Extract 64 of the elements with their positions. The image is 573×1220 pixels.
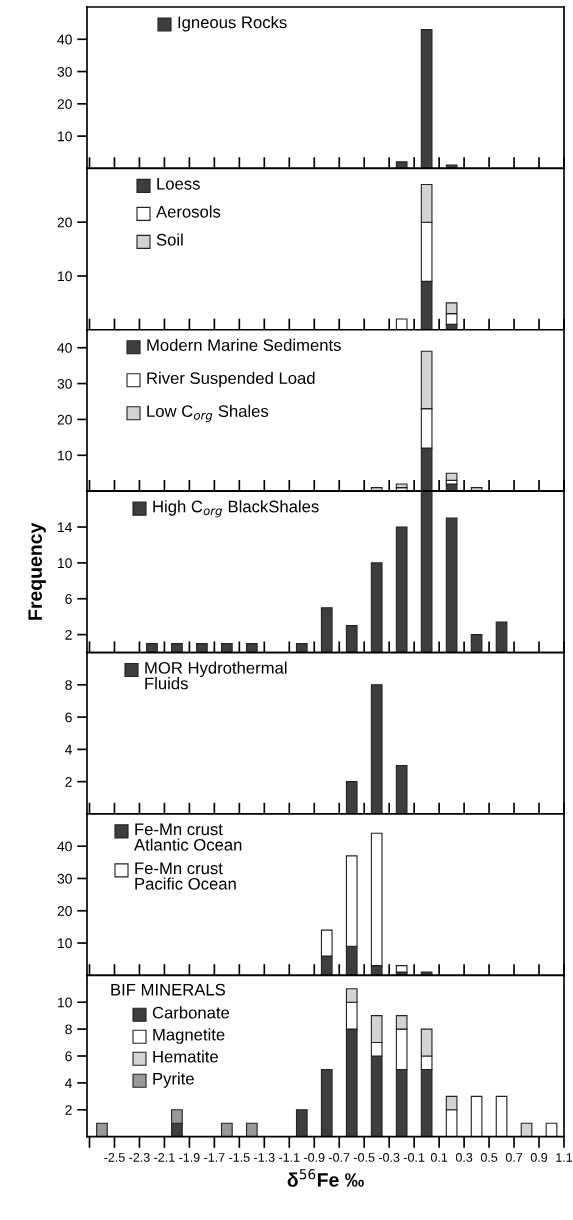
- x-tick-label: -1.9: [179, 1153, 200, 1162]
- y-tick-label: 8: [65, 1024, 72, 1035]
- y-tick-label: 6: [65, 1051, 72, 1062]
- x-tick-label: -2.5: [104, 1153, 125, 1162]
- y-tick-label: 10: [58, 558, 72, 569]
- legend-label: Soil: [156, 233, 183, 246]
- y-tick-label: 6: [65, 594, 72, 604]
- y-tick-label: 20: [57, 217, 72, 228]
- x-tick-label: 0.7: [505, 1153, 523, 1162]
- x-tick-label: -0.7: [329, 1153, 350, 1162]
- legend-label: High C$_{org}$ BlackShales: [153, 500, 319, 518]
- y-tick-label: 8: [65, 680, 72, 690]
- x-tick-label: -0.1: [403, 1153, 425, 1162]
- y-tick-label: 20: [57, 414, 72, 425]
- x-tick-label: -0.5: [354, 1153, 375, 1162]
- legend-label: Igneous Rocks: [178, 16, 287, 32]
- y-tick-label: 10: [58, 131, 72, 142]
- legend-label: Aerosols: [156, 205, 221, 218]
- y-tick-label: 4: [65, 744, 73, 755]
- y-tick-label: 14: [58, 522, 73, 533]
- x-axis-title: δ$^{56}$Fe ‰: [287, 1169, 364, 1187]
- x-tick-label: 0.9: [530, 1153, 548, 1162]
- x-tick-label: 0.1: [430, 1153, 448, 1162]
- legend-label: Hematite: [153, 1050, 218, 1063]
- legend-label: Fe-Mn crust Atlantic Ocean: [134, 823, 242, 851]
- x-tick-label: -1.7: [204, 1153, 225, 1162]
- legend-label: Low C$_{org}$ Shales: [147, 404, 269, 423]
- x-tick-label: 1.1: [556, 1153, 573, 1162]
- y-tick-label: 10: [58, 271, 72, 282]
- y-tick-label: 2: [65, 776, 72, 787]
- y-tick-label: 10: [58, 997, 72, 1008]
- x-tick-label: -1.3: [254, 1153, 275, 1162]
- x-tick-label: -0.9: [304, 1153, 325, 1162]
- x-tick-label: -2.1: [154, 1153, 175, 1162]
- y-tick-label: 4: [65, 1078, 73, 1088]
- legend-label: MOR Hydrothermal Fluids: [145, 661, 287, 690]
- x-tick-label: 0.5: [480, 1153, 498, 1162]
- y-axis-title: Frequency: [28, 522, 46, 620]
- y-tick-label: 40: [57, 34, 72, 45]
- y-tick-label: 2: [65, 1105, 72, 1115]
- y-tick-label: 6: [65, 712, 72, 723]
- y-tick-label: 30: [57, 66, 72, 77]
- y-tick-label: 30: [57, 378, 72, 389]
- y-tick-label: 40: [57, 841, 72, 852]
- x-tick-label: -0.3: [378, 1153, 400, 1162]
- legend-label: Modern Marine Sediments: [147, 338, 341, 352]
- x-tick-label: -1.1: [279, 1153, 300, 1162]
- legend-label: River Suspended Load: [147, 371, 315, 388]
- legend-title: BIF MINERALS: [111, 983, 225, 996]
- x-tick-label: 0.3: [455, 1153, 473, 1162]
- y-tick-label: 10: [58, 450, 72, 461]
- y-tick-label: 2: [65, 629, 72, 640]
- x-tick-label: -2.3: [129, 1153, 150, 1162]
- y-tick-label: 20: [57, 99, 72, 109]
- y-tick-label: 30: [57, 873, 72, 884]
- x-tick-label: -1.5: [229, 1153, 250, 1162]
- legend-label: Loess: [157, 178, 200, 190]
- legend-label: Carbonate: [152, 1006, 230, 1019]
- legend-label: Fe-Mn crust Pacific Ocean: [135, 862, 236, 890]
- y-tick-label: 40: [57, 343, 72, 353]
- y-tick-label: 20: [57, 906, 72, 916]
- y-tick-label: 10: [58, 938, 72, 949]
- legend-label: Magnetite: [153, 1028, 225, 1044]
- legend-label: Pyrite: [153, 1072, 194, 1088]
